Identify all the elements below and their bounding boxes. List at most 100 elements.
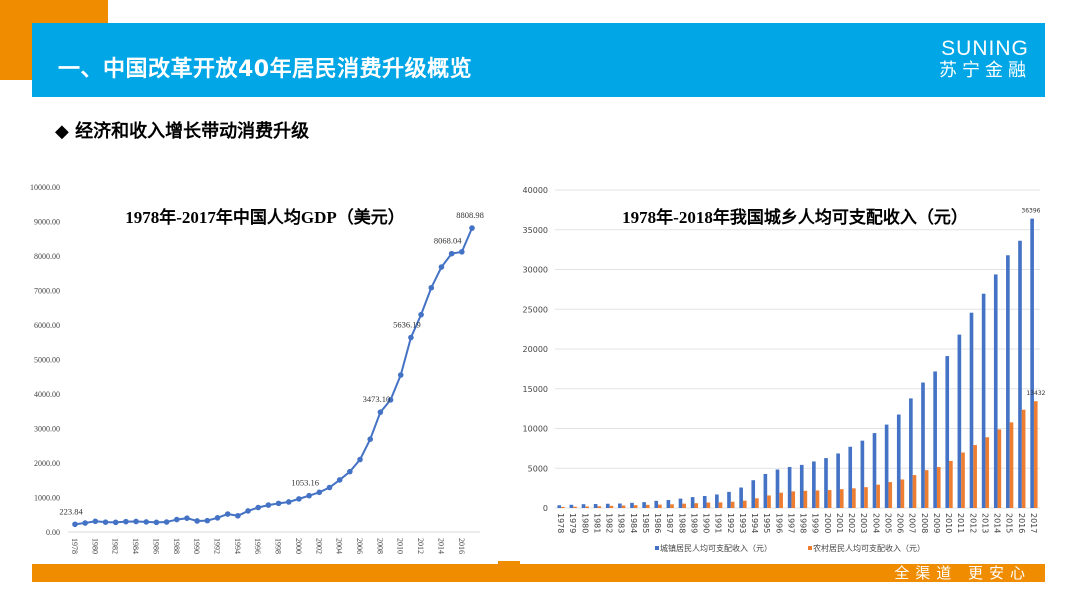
y-tick-label: 9000.00 [34, 218, 60, 227]
rural-income-bar [985, 437, 990, 508]
rural-income-bar [1033, 401, 1038, 508]
rural-income-bar [621, 505, 626, 508]
gdp-point [194, 518, 200, 524]
x-tick-label: 2008 [375, 538, 384, 554]
y-tick-label: 40000 [523, 186, 548, 195]
x-tick-label: 2012 [416, 538, 425, 554]
urban-income-bar [872, 433, 877, 508]
urban-data-label: 36396 [1021, 208, 1040, 215]
rural-income-bar [864, 487, 868, 508]
gdp-point [173, 516, 180, 523]
urban-income-bar [581, 504, 586, 508]
urban-income-bar [715, 494, 719, 508]
gdp-data-label: 8808.98 [456, 210, 484, 220]
y-tick-label: 8000.00 [34, 252, 60, 261]
gdp-point [438, 264, 445, 270]
rural-income-bar [973, 445, 977, 508]
gdp-point [72, 521, 78, 528]
rural-data-label: 13432 [1026, 390, 1045, 397]
x-tick-label: 1992 [726, 513, 735, 533]
x-tick-label: 1993 [738, 513, 747, 533]
y-tick-label: 5000.00 [34, 356, 60, 365]
gdp-point [347, 468, 353, 475]
rural-income-bar [949, 460, 953, 508]
y-tick-label: 3000.00 [34, 425, 60, 434]
urban-income-bar [933, 371, 937, 508]
x-tick-label: 1980 [90, 538, 99, 554]
urban-income-bar [569, 504, 574, 508]
gdp-point [306, 492, 312, 499]
x-tick-label: 2002 [314, 538, 323, 554]
legend-label: 农村居民人均可支配收入（元） [813, 543, 925, 553]
rural-income-bar [682, 503, 686, 508]
urban-income-bar [981, 293, 986, 508]
gdp-point [153, 519, 160, 526]
urban-income-bar [799, 464, 804, 508]
x-tick-label: 2008 [920, 513, 929, 533]
header-banner: 一、中国改革开放40年居民消费升级概览 SUNING 苏宁金融 [32, 23, 1045, 97]
rural-income-bar [924, 470, 929, 508]
urban-income-bar [775, 469, 780, 508]
urban-income-bar [739, 487, 743, 508]
x-tick-label: 1983 [617, 513, 626, 533]
gdp-point [204, 517, 211, 524]
x-tick-label: 1992 [213, 538, 222, 554]
rural-income-bar [791, 491, 796, 508]
gdp-point [92, 518, 99, 525]
gdp-point [133, 518, 139, 525]
gdp-point [387, 397, 394, 403]
x-tick-label: 1982 [605, 513, 614, 533]
income-bar-chart: 1978年-2018年我国城乡人均可支配收入（元） 0 5000 10000 1500… [523, 186, 1046, 553]
y-tick-label: 5000 [528, 464, 548, 473]
rural-income-bar [645, 504, 650, 508]
x-tick-label: 2004 [871, 513, 880, 533]
x-tick-label: 2000 [823, 513, 832, 533]
urban-income-bar [921, 382, 925, 508]
x-tick-label: 2006 [896, 513, 905, 533]
rural-income-bar [876, 484, 880, 508]
legend-swatch [655, 546, 659, 550]
rural-income-bar [755, 498, 759, 508]
rural-income-bar [706, 502, 711, 508]
gdp-point [255, 504, 262, 511]
rural-income-bar [815, 490, 820, 508]
gdp-point [82, 520, 88, 526]
gdp-point [469, 225, 475, 231]
x-tick-label: 1990 [192, 538, 201, 554]
x-tick-label: 2017 [1029, 513, 1038, 533]
y-tick-label: 6000.00 [34, 321, 60, 330]
section-subtitle: ◆ 经济和收入增长带动消费升级 [55, 121, 310, 142]
urban-income-bar [630, 502, 634, 508]
income-chart-title: 1978年-2018年我国城乡人均可支配收入（元） [622, 207, 968, 227]
x-tick-label: 1982 [111, 538, 120, 554]
x-tick-label: 2016 [1017, 513, 1026, 533]
urban-income-bar [945, 356, 950, 508]
urban-income-bar [969, 312, 974, 508]
x-tick-label: 1984 [629, 513, 638, 533]
y-tick-label: 0 [543, 504, 548, 513]
x-tick-label: 2007 [908, 513, 917, 533]
urban-income-bar [702, 495, 707, 508]
x-tick-label: 2000 [294, 538, 303, 554]
gdp-point [336, 477, 343, 483]
x-tick-label: 1999 [811, 513, 820, 533]
gdp-data-label: 8068.04 [434, 236, 462, 246]
x-tick-label: 1978 [70, 538, 79, 554]
gdp-point [102, 519, 109, 525]
gdp-data-label: 3473.10 [363, 394, 391, 404]
gdp-point [265, 502, 272, 508]
x-tick-label: 2016 [457, 538, 466, 554]
x-tick-label: 1981 [592, 513, 601, 533]
rural-income-bar [900, 479, 905, 508]
rural-income-bar [767, 495, 771, 508]
x-tick-label: 1988 [677, 513, 686, 533]
x-tick-label: 2006 [355, 538, 364, 554]
rural-income-bar [670, 504, 674, 508]
gdp-point [184, 515, 190, 521]
urban-income-bar [884, 424, 889, 508]
x-tick-label: 1997 [786, 513, 795, 533]
legend-swatch [808, 546, 812, 550]
gdp-point [326, 484, 333, 491]
y-tick-label: 20000 [523, 345, 548, 354]
x-tick-label: 1988 [172, 538, 181, 554]
